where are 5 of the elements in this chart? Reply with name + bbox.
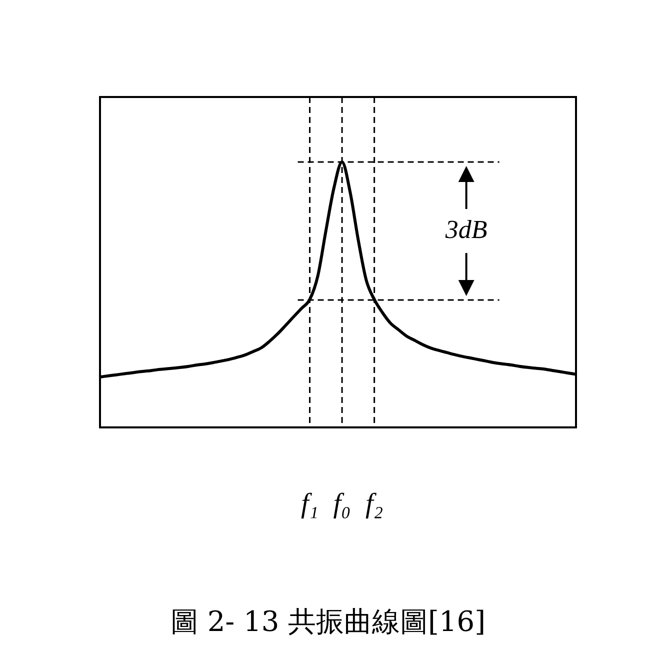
text: 圖 2- 13 共振曲線圖[16] — [169, 604, 487, 640]
annotation: 3dB — [444, 214, 488, 244]
x-tick-label: f₀ — [333, 488, 351, 520]
x-tick-label: f₁ — [301, 488, 319, 520]
x-tick-label: f₂ — [366, 488, 384, 520]
